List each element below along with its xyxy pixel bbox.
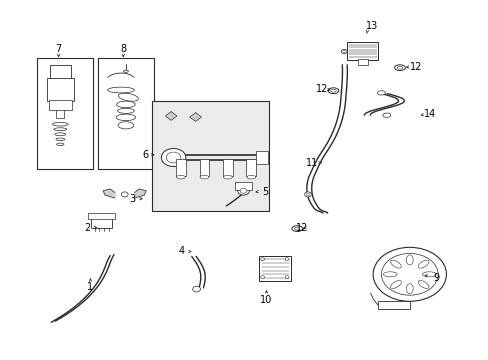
Text: 6: 6 [142, 150, 148, 160]
Circle shape [372, 247, 446, 301]
Polygon shape [134, 189, 146, 198]
Bar [49, 65, 71, 81]
Text: 10: 10 [260, 294, 272, 305]
Ellipse shape [327, 88, 338, 94]
Circle shape [161, 148, 185, 166]
Ellipse shape [192, 286, 200, 292]
Ellipse shape [304, 192, 311, 197]
Ellipse shape [107, 87, 134, 93]
Bar [377, 301, 409, 309]
Bar [256, 151, 268, 164]
Text: 4: 4 [179, 246, 184, 256]
Bar [176, 159, 185, 176]
Ellipse shape [285, 276, 288, 279]
Ellipse shape [285, 258, 288, 261]
Ellipse shape [52, 122, 68, 126]
Text: 2: 2 [84, 222, 90, 233]
Bar [346, 42, 378, 60]
Ellipse shape [118, 93, 138, 101]
Ellipse shape [116, 101, 135, 108]
Ellipse shape [223, 175, 232, 179]
Ellipse shape [294, 227, 299, 230]
Text: 9: 9 [432, 273, 438, 283]
Ellipse shape [56, 138, 64, 140]
Ellipse shape [377, 91, 385, 95]
Text: 1: 1 [87, 282, 93, 292]
Text: 14: 14 [423, 109, 436, 120]
Bar [37, 58, 93, 169]
Text: 7: 7 [56, 44, 61, 54]
Circle shape [381, 253, 437, 295]
Ellipse shape [123, 70, 128, 72]
Ellipse shape [260, 258, 264, 261]
Ellipse shape [116, 114, 136, 121]
Bar [88, 213, 115, 219]
Text: 12: 12 [295, 222, 308, 233]
Text: 12: 12 [409, 62, 422, 72]
Ellipse shape [54, 128, 66, 131]
Ellipse shape [55, 133, 65, 136]
Ellipse shape [382, 113, 390, 117]
Ellipse shape [246, 175, 255, 179]
Ellipse shape [237, 186, 249, 195]
Bar [151, 101, 268, 211]
Bar [91, 217, 112, 228]
Ellipse shape [396, 66, 402, 69]
Ellipse shape [176, 175, 185, 179]
Text: 11: 11 [305, 158, 318, 168]
Ellipse shape [200, 175, 208, 179]
Text: 3: 3 [129, 194, 135, 204]
Text: 5: 5 [262, 186, 267, 197]
Bar [357, 59, 367, 65]
Bar [98, 58, 154, 169]
Ellipse shape [330, 89, 336, 92]
Polygon shape [189, 113, 201, 121]
Bar [259, 256, 290, 281]
Ellipse shape [342, 50, 345, 53]
Bar [46, 78, 74, 101]
Text: 12: 12 [315, 84, 327, 94]
Text: 8: 8 [120, 44, 126, 54]
Ellipse shape [260, 276, 264, 279]
Ellipse shape [118, 122, 134, 129]
Polygon shape [165, 112, 177, 120]
Ellipse shape [305, 193, 309, 196]
Ellipse shape [291, 226, 302, 231]
Ellipse shape [341, 49, 346, 54]
Ellipse shape [240, 188, 246, 193]
Ellipse shape [57, 143, 64, 145]
Bar [246, 159, 256, 176]
Circle shape [166, 152, 181, 163]
Ellipse shape [121, 192, 128, 197]
Text: 13: 13 [365, 21, 377, 31]
Bar [199, 159, 209, 176]
Bar [48, 100, 72, 110]
Bar [234, 182, 252, 190]
Polygon shape [103, 189, 115, 198]
Ellipse shape [117, 108, 134, 113]
Ellipse shape [394, 65, 405, 71]
Bar [223, 159, 232, 176]
